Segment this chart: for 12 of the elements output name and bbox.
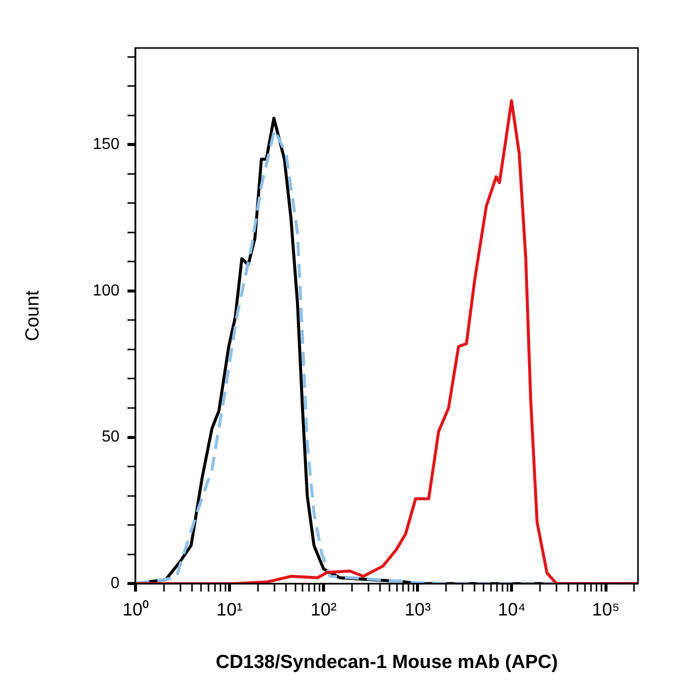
- x-tick-label: 10³: [404, 599, 431, 620]
- x-tick-label: 10²: [310, 599, 337, 620]
- y-tick-label: 0: [110, 575, 120, 592]
- y-tick-label: 100: [92, 282, 120, 300]
- y-tick-label: 150: [92, 136, 120, 153]
- x-axis-title: CD138/Syndecan-1 Mouse mAb (APC): [216, 652, 558, 673]
- x-tick-label: 10⁴: [498, 599, 526, 620]
- y-tick-label: 50: [102, 428, 120, 446]
- y-axis-title: Count: [22, 290, 44, 342]
- x-tick-label: 10⁵: [592, 599, 620, 620]
- x-tick-label: 10¹: [216, 599, 243, 620]
- x-tick-label: 10⁰: [122, 599, 149, 620]
